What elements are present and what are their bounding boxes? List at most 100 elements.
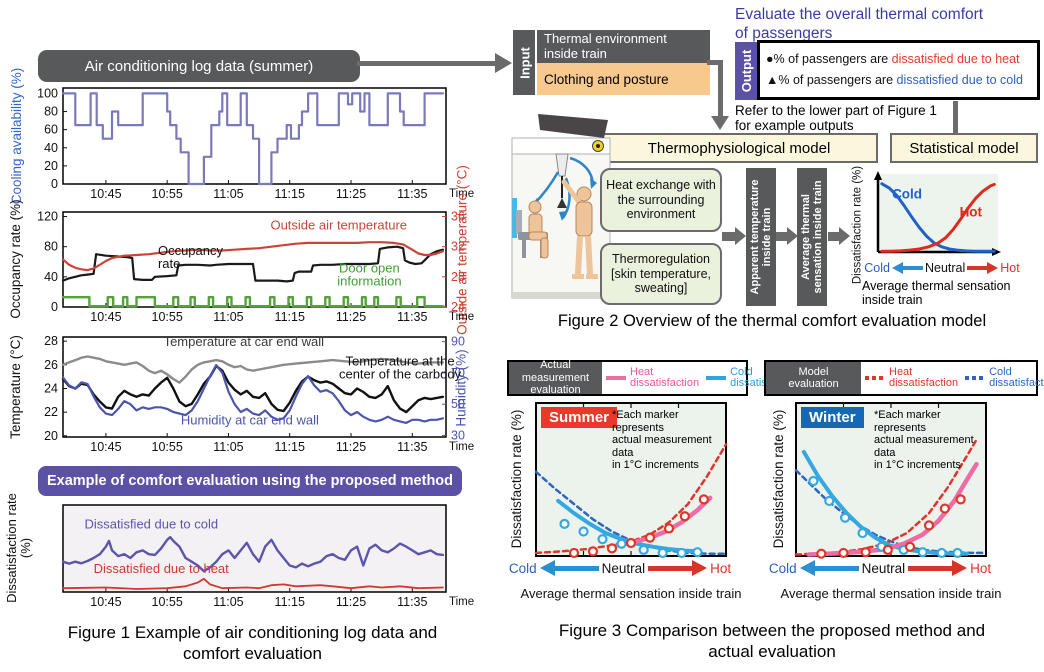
input-clothing-label: Clothing and posture bbox=[544, 71, 669, 87]
output-cold-prefix: ▲% of passengers are bbox=[766, 73, 897, 87]
flow-elbow-horizontal bbox=[707, 60, 723, 65]
axis-cold-label: Cold bbox=[768, 560, 797, 576]
apparent-temperature-box: Apparent temperature inside train bbox=[746, 168, 776, 306]
winter-note: *Each marker represents actual measureme… bbox=[874, 409, 974, 471]
axis-cold-label: Cold bbox=[864, 261, 890, 275]
average-sensation-label: Average thermal sensation inside train bbox=[799, 180, 825, 294]
legend-actual-measurement: Actual measurement evaluation Heat dissa… bbox=[507, 359, 799, 396]
axis-neutral-label: Neutral bbox=[601, 560, 646, 576]
winter-badge: Winter bbox=[801, 407, 864, 428]
seat-back bbox=[516, 210, 522, 234]
svg-text:information: information bbox=[337, 273, 401, 288]
flow-arrow-1 bbox=[722, 232, 735, 241]
svg-text:11:35: 11:35 bbox=[397, 310, 427, 324]
thermoregulation-label: Thermoregulation [skin temperature, swea… bbox=[610, 252, 712, 296]
svg-text:30: 30 bbox=[451, 428, 465, 442]
mini-chart-xlabel: Average thermal sensation inside train bbox=[862, 279, 1011, 307]
svg-text:Humidity at car end wall: Humidity at car end wall bbox=[181, 413, 319, 428]
average-sensation-box: Average thermal sensation inside train bbox=[797, 168, 827, 306]
hot-direction-arrow bbox=[967, 262, 999, 274]
svg-text:10:55: 10:55 bbox=[152, 440, 183, 454]
output-tab: Output bbox=[735, 42, 757, 100]
svg-text:Dissatisfied due to cold: Dissatisfied due to cold bbox=[84, 516, 218, 531]
svg-text:10:55: 10:55 bbox=[152, 595, 183, 609]
input-tab: Input bbox=[513, 30, 535, 95]
heat-exchange-label: Heat exchange with the surrounding envir… bbox=[606, 178, 716, 222]
svg-text:32: 32 bbox=[451, 240, 465, 254]
axis-hot-label: Hot bbox=[970, 560, 992, 576]
summer-comparison-chart bbox=[534, 402, 728, 559]
svg-text:28: 28 bbox=[44, 334, 58, 348]
svg-text:11:35: 11:35 bbox=[397, 595, 427, 609]
standing-passenger bbox=[576, 186, 592, 202]
output-line-heat: ●% of passengers are dissatisfied due to… bbox=[766, 49, 1037, 70]
arrow-right-icon bbox=[787, 227, 798, 245]
heat-dotted-swatch bbox=[865, 375, 885, 381]
svg-text:Time: Time bbox=[449, 311, 474, 323]
svg-text:11:25: 11:25 bbox=[336, 187, 366, 201]
apparent-temperature-label: Apparent temperature inside train bbox=[748, 179, 774, 295]
output-box: ●% of passengers are dissatisfied due to… bbox=[757, 40, 1040, 100]
legend-heat-label: Heat dissatisfaction bbox=[630, 365, 700, 389]
svg-text:Dissatisfied due to heat: Dissatisfied due to heat bbox=[94, 561, 230, 576]
svg-text:Temperature at car end wall: Temperature at car end wall bbox=[164, 334, 325, 349]
svg-text:Time: Time bbox=[449, 441, 474, 453]
statistical-model-chart: Cold Hot bbox=[874, 171, 1001, 256]
refer-note: Refer to the lower part of Figure 1 for … bbox=[735, 103, 937, 133]
statistical-model-box: Statistical model bbox=[890, 133, 1038, 163]
thermophysiological-model-box: Thermophysiological model bbox=[600, 133, 878, 163]
svg-text:11:05: 11:05 bbox=[213, 595, 243, 609]
svg-text:36: 36 bbox=[451, 210, 465, 224]
svg-text:11:15: 11:15 bbox=[275, 595, 305, 609]
svg-text:50: 50 bbox=[451, 397, 465, 411]
legend-cold-item: Cold dissatisfaction bbox=[965, 366, 1044, 390]
svg-text:80: 80 bbox=[44, 105, 58, 119]
svg-text:11:15: 11:15 bbox=[275, 187, 305, 201]
fig1-banner-label: Example of comfort evaluation using the … bbox=[46, 473, 454, 489]
fig1-banner: Example of comfort evaluation using the … bbox=[38, 466, 462, 496]
svg-text:11:25: 11:25 bbox=[336, 440, 366, 454]
axis-hot-label: Hot bbox=[1000, 261, 1020, 275]
hand-strap bbox=[557, 198, 567, 208]
svg-text:40: 40 bbox=[44, 270, 58, 284]
flow-arrow-3 bbox=[828, 232, 839, 241]
arrow-right-icon bbox=[839, 227, 850, 245]
cold-dotted-swatch bbox=[965, 375, 986, 381]
svg-text:11:35: 11:35 bbox=[397, 187, 427, 201]
svg-text:Time: Time bbox=[449, 188, 474, 200]
fig2-caption: Figure 2 Overview of the thermal comfort… bbox=[557, 312, 987, 330]
legend1-title: Actual measurement evaluation bbox=[509, 359, 602, 396]
svg-text:20: 20 bbox=[44, 429, 58, 443]
heat-line-swatch bbox=[606, 375, 626, 381]
legend-heat-item: Heat dissatisfaction bbox=[865, 366, 958, 390]
svg-text:11:05: 11:05 bbox=[213, 440, 243, 454]
svg-text:80: 80 bbox=[44, 240, 58, 254]
svg-text:26: 26 bbox=[44, 358, 58, 372]
svg-text:11:15: 11:15 bbox=[275, 310, 305, 324]
thermoregulation-box: Thermoregulation [skin temperature, swea… bbox=[600, 243, 722, 305]
svg-text:Occupancy: Occupancy bbox=[158, 243, 224, 258]
svg-text:Time: Time bbox=[449, 596, 474, 608]
svg-text:Temperature at the: Temperature at the bbox=[345, 353, 454, 368]
arrow-down-icon bbox=[711, 116, 729, 130]
arrow-right-icon bbox=[735, 227, 746, 245]
cold-direction-arrow bbox=[539, 560, 599, 576]
legend-heat-item: Heat dissatisfaction bbox=[606, 365, 700, 390]
output-tab-label: Output bbox=[738, 49, 754, 93]
occupancy-rate-chart: 10:45 10:55 11:05 11:15 11:25 11:35 0 40 80 120 24… bbox=[37, 210, 474, 324]
thermophysiological-model-label: Thermophysiological model bbox=[647, 139, 831, 157]
svg-text:0: 0 bbox=[51, 177, 58, 191]
cooling-availability-chart: 10:45 10:55 11:05 11:15 11:25 11:35 0 20 40 60 80 1… bbox=[37, 86, 474, 201]
axis-neutral-label: Neutral bbox=[861, 560, 906, 576]
svg-text:60: 60 bbox=[44, 123, 58, 137]
svg-text:28: 28 bbox=[451, 270, 465, 284]
svg-text:10:45: 10:45 bbox=[90, 310, 121, 324]
input-thermal-environment-box: Thermal environment inside train bbox=[537, 30, 710, 63]
temperature-humidity-chart: 10:45 10:55 11:05 11:15 11:25 11:35 20 22 24 26 28… bbox=[44, 334, 474, 454]
svg-text:11:05: 11:05 bbox=[213, 310, 243, 324]
svg-text:Cold: Cold bbox=[892, 187, 922, 202]
svg-text:center of the carbody: center of the carbody bbox=[339, 366, 462, 381]
svg-text:10:45: 10:45 bbox=[90, 595, 121, 609]
svg-text:0: 0 bbox=[51, 300, 58, 314]
seated-passenger bbox=[528, 200, 542, 214]
